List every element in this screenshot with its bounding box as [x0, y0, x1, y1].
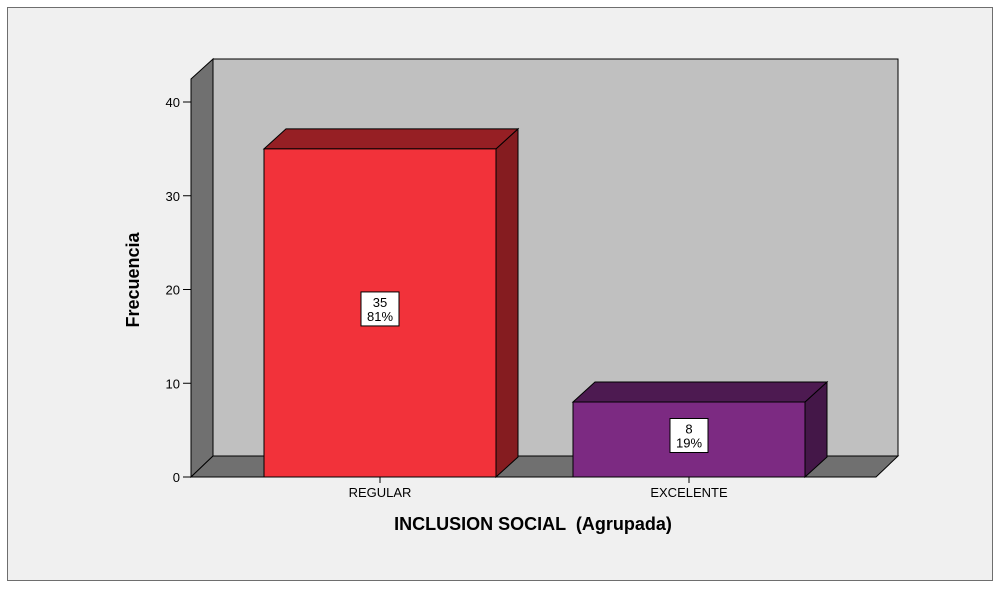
x-axis: REGULAR EXCELENTE — [349, 477, 728, 500]
data-label-box — [669, 418, 709, 453]
x-tick-label: REGULAR — [349, 485, 412, 500]
x-axis-title: INCLUSION SOCIAL (Agrupada) — [394, 514, 672, 534]
y-tick-label: 0 — [173, 470, 180, 485]
data-label-count: 8 — [685, 422, 692, 437]
bar-side-face — [495, 127, 519, 479]
data-label-box — [360, 291, 400, 327]
bar-excelente: 819% — [571, 380, 829, 479]
bar-top-face — [571, 381, 829, 403]
data-label-percent: 81% — [367, 309, 393, 324]
data-label-percent: 19% — [676, 436, 702, 451]
y-tick-label: 10 — [166, 376, 180, 391]
bar-data-label: 819% — [669, 418, 709, 453]
x-tick-label: EXCELENTE — [650, 485, 728, 500]
y-axis-title: Frecuencia — [123, 231, 143, 327]
y-tick-label: 20 — [166, 283, 180, 298]
y-tick-label: 30 — [166, 189, 180, 204]
y-tick-label: 40 — [166, 95, 180, 110]
bar-top-face — [262, 128, 520, 150]
data-label-count: 35 — [373, 295, 387, 310]
plot-side-wall — [190, 57, 214, 479]
y-axis: 0 10 20 30 40 — [166, 95, 191, 485]
